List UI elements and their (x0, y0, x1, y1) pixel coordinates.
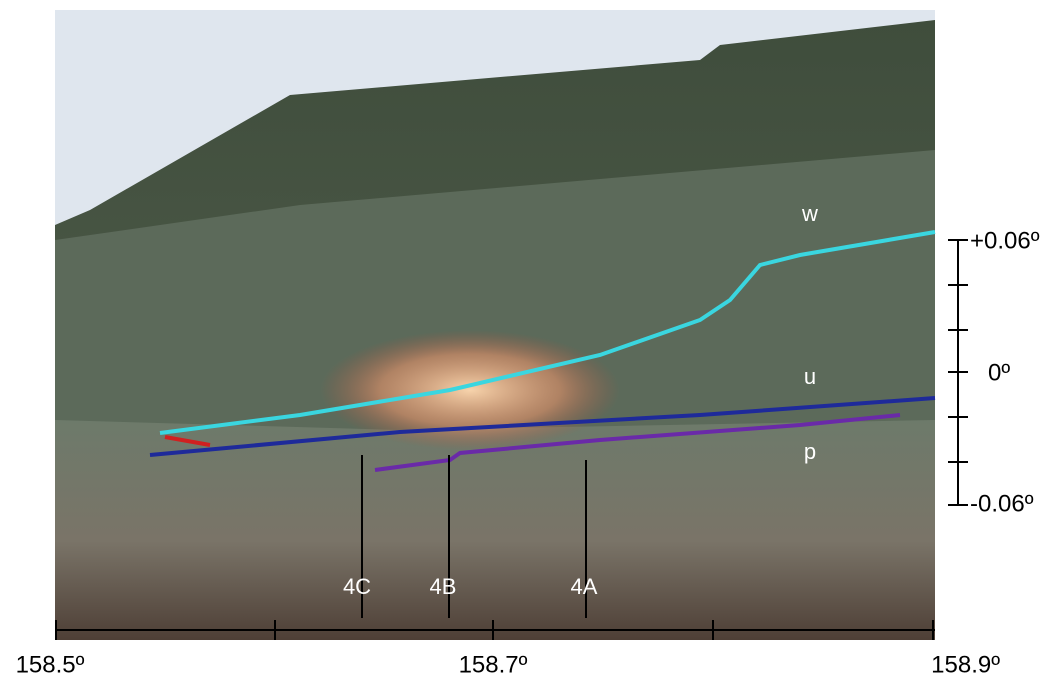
layer-label: u (804, 364, 816, 389)
x-tick-label: 158.7º (459, 651, 528, 678)
layer-label: w (801, 201, 818, 226)
y-tick-label: +0.06º (970, 227, 1040, 254)
y-tick-label: -0.06º (970, 490, 1034, 517)
site-label: 4C (343, 574, 371, 599)
site-label: 4B (430, 574, 457, 599)
figure: w u p 4C 4B 4A 158.5º 158.7º 158.9º +0.0… (0, 0, 1062, 686)
x-tick-label: 158.9º (931, 651, 1000, 678)
x-tick-label: 158.5º (16, 651, 85, 678)
layer-label: p (804, 439, 816, 464)
photo: w u p 4C 4B 4A (55, 10, 935, 640)
y-axis (948, 240, 968, 505)
glow (320, 330, 620, 450)
site-label: 4A (571, 574, 598, 599)
y-tick-label: 0º (988, 359, 1010, 386)
